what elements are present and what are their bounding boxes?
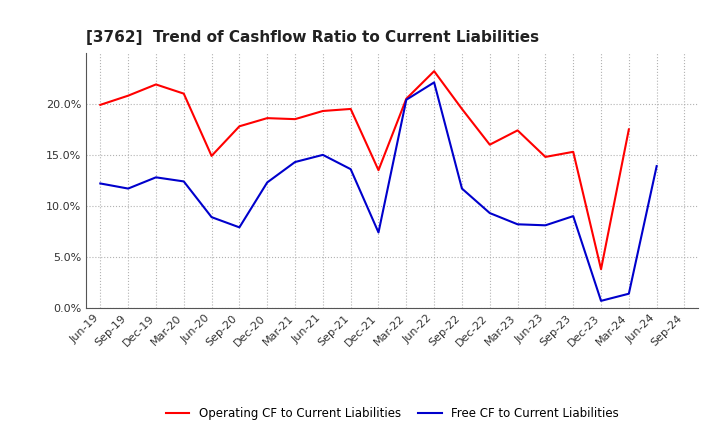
Free CF to Current Liabilities: [179, 179, 188, 184]
Free CF to Current Liabilities: [597, 298, 606, 304]
Free CF to Current Liabilities: [318, 152, 327, 158]
Line: Operating CF to Current Liabilities: Operating CF to Current Liabilities: [100, 71, 629, 269]
Operating CF to Current Liabilities: [485, 142, 494, 147]
Operating CF to Current Liabilities: [96, 102, 104, 107]
Operating CF to Current Liabilities: [541, 154, 550, 160]
Free CF to Current Liabilities: [569, 213, 577, 219]
Operating CF to Current Liabilities: [291, 117, 300, 122]
Operating CF to Current Liabilities: [179, 91, 188, 96]
Free CF to Current Liabilities: [541, 223, 550, 228]
Operating CF to Current Liabilities: [124, 93, 132, 98]
Free CF to Current Liabilities: [458, 186, 467, 191]
Operating CF to Current Liabilities: [374, 168, 383, 173]
Operating CF to Current Liabilities: [235, 124, 243, 129]
Free CF to Current Liabilities: [485, 210, 494, 216]
Legend: Operating CF to Current Liabilities, Free CF to Current Liabilities: Operating CF to Current Liabilities, Fre…: [161, 402, 624, 425]
Free CF to Current Liabilities: [207, 215, 216, 220]
Operating CF to Current Liabilities: [597, 267, 606, 272]
Operating CF to Current Liabilities: [458, 106, 467, 112]
Operating CF to Current Liabilities: [513, 128, 522, 133]
Free CF to Current Liabilities: [263, 180, 271, 185]
Free CF to Current Liabilities: [652, 164, 661, 169]
Free CF to Current Liabilities: [152, 175, 161, 180]
Free CF to Current Liabilities: [235, 225, 243, 230]
Free CF to Current Liabilities: [430, 80, 438, 85]
Operating CF to Current Liabilities: [402, 96, 410, 101]
Operating CF to Current Liabilities: [318, 108, 327, 114]
Free CF to Current Liabilities: [291, 159, 300, 165]
Operating CF to Current Liabilities: [263, 115, 271, 121]
Operating CF to Current Liabilities: [346, 106, 355, 112]
Free CF to Current Liabilities: [402, 97, 410, 103]
Operating CF to Current Liabilities: [152, 82, 161, 87]
Operating CF to Current Liabilities: [569, 149, 577, 154]
Line: Free CF to Current Liabilities: Free CF to Current Liabilities: [100, 82, 657, 301]
Free CF to Current Liabilities: [374, 230, 383, 235]
Free CF to Current Liabilities: [513, 222, 522, 227]
Operating CF to Current Liabilities: [430, 69, 438, 74]
Free CF to Current Liabilities: [124, 186, 132, 191]
Text: [3762]  Trend of Cashflow Ratio to Current Liabilities: [3762] Trend of Cashflow Ratio to Curren…: [86, 29, 539, 45]
Free CF to Current Liabilities: [624, 291, 633, 297]
Operating CF to Current Liabilities: [624, 127, 633, 132]
Operating CF to Current Liabilities: [207, 153, 216, 158]
Free CF to Current Liabilities: [96, 181, 104, 186]
Free CF to Current Liabilities: [346, 166, 355, 172]
